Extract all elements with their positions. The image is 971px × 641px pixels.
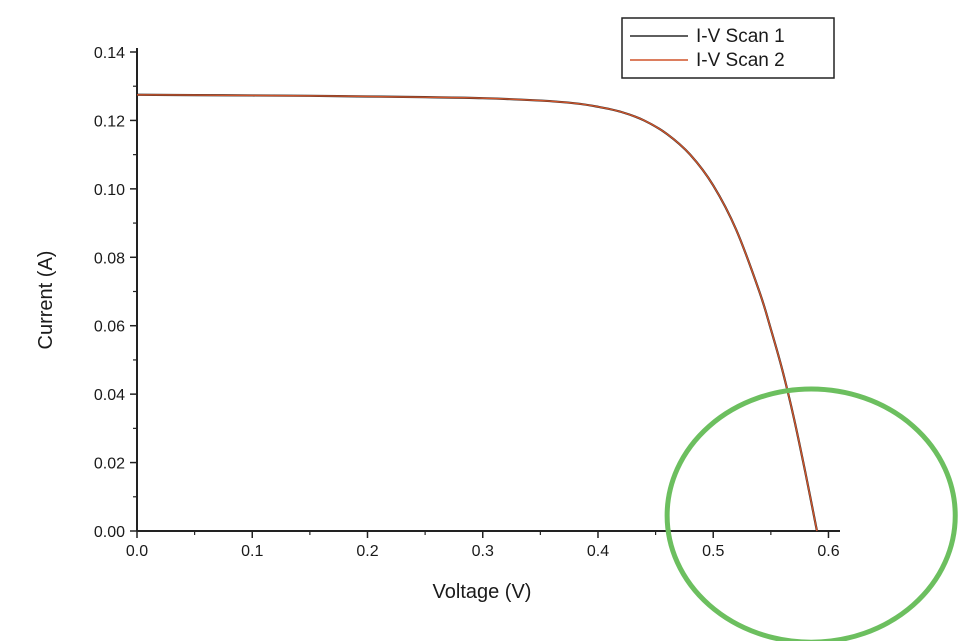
- x-tick-label: 0.3: [472, 543, 494, 560]
- x-axis-label: Voltage (V): [433, 581, 532, 603]
- y-axis-label: Current (A): [35, 251, 57, 350]
- x-tick-label: 0.6: [817, 543, 839, 560]
- x-tick-label: 0.1: [241, 543, 263, 560]
- annotations: [664, 386, 958, 641]
- y-tick-label: 0.00: [94, 524, 125, 541]
- series-line-1: [136, 93, 819, 532]
- y-tick-label: 0.14: [94, 45, 125, 62]
- highlight-ellipse: [664, 386, 958, 641]
- series-lines: [136, 93, 819, 532]
- legend-label-2: I-V Scan 2: [696, 50, 785, 71]
- ticks: 0.0 0.1 0.2 0.3 0.4 0.5 0.6 0.00 0.02 0.04 0.06 0.0…: [94, 45, 840, 560]
- y-tick-label: 0.04: [94, 387, 125, 404]
- legend-label-1: I-V Scan 1: [696, 26, 785, 47]
- y-tick-label: 0.08: [94, 250, 125, 267]
- x-tick-label: 0.0: [126, 543, 148, 560]
- axes: [136, 48, 840, 532]
- y-tick-label: 0.12: [94, 113, 125, 130]
- series-line-2: [136, 94, 818, 532]
- y-tick-label: 0.06: [94, 319, 125, 336]
- y-tick-label: 0.02: [94, 456, 125, 473]
- y-tick-label: 0.10: [94, 182, 125, 199]
- x-tick-label: 0.4: [587, 543, 609, 560]
- legend-box: [621, 17, 835, 79]
- x-tick-label: 0.2: [356, 543, 378, 560]
- x-tick-label: 0.5: [702, 543, 724, 560]
- legend: I-V Scan 1 I-V Scan 2: [621, 17, 835, 79]
